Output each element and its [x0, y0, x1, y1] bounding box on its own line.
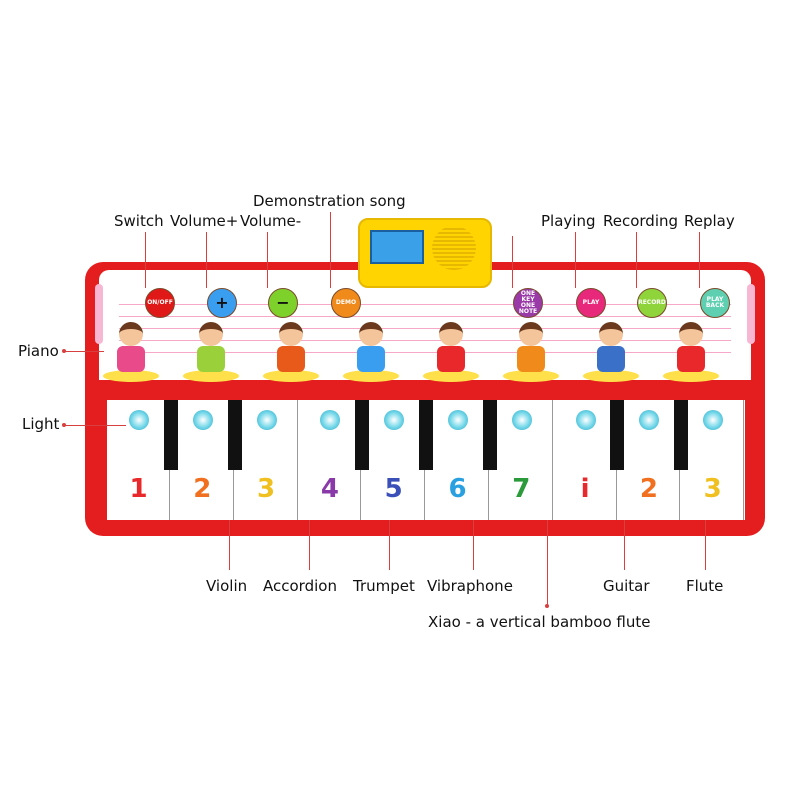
key-number: 4 — [320, 474, 339, 504]
piano-key[interactable]: 3 — [681, 400, 745, 520]
light-icon — [256, 410, 277, 430]
piano-key[interactable]: 7 — [490, 400, 553, 520]
mat-button-2[interactable]: − — [268, 288, 298, 318]
musician-figure — [583, 322, 639, 382]
label-volume-up: Volume+ — [170, 212, 239, 230]
speaker-icon — [432, 226, 476, 270]
label-flute: Flute — [686, 577, 724, 595]
key-number: 7 — [512, 474, 531, 504]
label-vibraphone: Vibraphone — [427, 577, 513, 595]
label-playing: Playing — [541, 212, 596, 230]
label-trumpet: Trumpet — [353, 577, 415, 595]
black-key[interactable] — [163, 400, 178, 470]
label-recording: Recording — [603, 212, 679, 230]
piano-mat: ON/OFF + − DEMO ONE KEY ONE NOTE PLAY RECORD PL… — [85, 262, 765, 536]
label-accordion: Accordion — [263, 577, 337, 595]
musician-figure — [503, 322, 559, 382]
label-demo: Demonstration song — [253, 192, 406, 210]
mat-button-1[interactable]: + — [207, 288, 237, 318]
mat-button-0[interactable]: ON/OFF — [145, 288, 175, 318]
piano-key[interactable]: 5 — [362, 400, 426, 520]
black-key[interactable] — [227, 400, 242, 470]
label-light: Light — [22, 415, 60, 433]
black-key[interactable] — [482, 400, 497, 470]
mat-button-6[interactable]: RECORD — [637, 288, 667, 318]
light-icon — [192, 410, 213, 430]
piano-key[interactable]: 4 — [298, 400, 362, 520]
key-number: i — [580, 474, 590, 504]
piano-key[interactable]: i — [554, 400, 617, 520]
screen — [370, 230, 424, 264]
mat-top-panel: ON/OFF + − DEMO ONE KEY ONE NOTE PLAY RECORD PL… — [95, 270, 755, 382]
label-replay: Replay — [684, 212, 735, 230]
label-xiao: Xiao - a vertical bamboo flute — [428, 613, 651, 631]
label-violin: Violin — [206, 577, 248, 595]
black-key[interactable] — [355, 400, 370, 470]
label-switch: Switch — [114, 212, 164, 230]
mat-button-3[interactable]: DEMO — [331, 288, 361, 318]
musician-figure — [103, 322, 159, 382]
light-icon — [129, 410, 149, 430]
mat-button-5[interactable]: PLAY — [576, 288, 606, 318]
black-key[interactable] — [674, 400, 689, 470]
key-number: 3 — [257, 474, 276, 504]
key-number: 1 — [129, 474, 148, 504]
label-volume-down: Volume- — [240, 212, 302, 230]
control-box — [358, 218, 492, 288]
piano-key[interactable]: 2 — [171, 400, 234, 520]
label-guitar: Guitar — [603, 577, 650, 595]
musician-figure — [263, 322, 319, 382]
musician-figure — [663, 322, 719, 382]
musician-figure — [183, 322, 239, 382]
light-icon — [703, 410, 724, 430]
piano-key[interactable]: 3 — [235, 400, 298, 520]
light-icon — [639, 410, 660, 430]
musician-figure — [343, 322, 399, 382]
light-icon — [511, 410, 532, 430]
label-piano: Piano — [18, 342, 59, 360]
musician-figure — [423, 322, 479, 382]
piano-key[interactable]: 6 — [426, 400, 489, 520]
light-icon — [448, 410, 468, 430]
key-number: 2 — [639, 474, 658, 504]
key-number: 5 — [384, 474, 403, 504]
black-key[interactable] — [419, 400, 433, 470]
light-icon — [575, 410, 596, 430]
mat-button-4[interactable]: ONE KEY ONE NOTE — [513, 288, 543, 318]
light-icon — [320, 410, 341, 430]
black-key[interactable] — [610, 400, 625, 470]
key-number: 3 — [703, 474, 722, 504]
piano-key[interactable]: 1 — [107, 400, 170, 520]
key-number: 6 — [448, 474, 467, 504]
key-number: 2 — [193, 474, 212, 504]
piano-key[interactable]: 2 — [617, 400, 681, 520]
keyboard: 1 2 3 4 5 6 7 i 2 3 — [107, 400, 745, 520]
mat-button-7[interactable]: PLAY BACK — [700, 288, 730, 318]
light-icon — [384, 410, 405, 430]
